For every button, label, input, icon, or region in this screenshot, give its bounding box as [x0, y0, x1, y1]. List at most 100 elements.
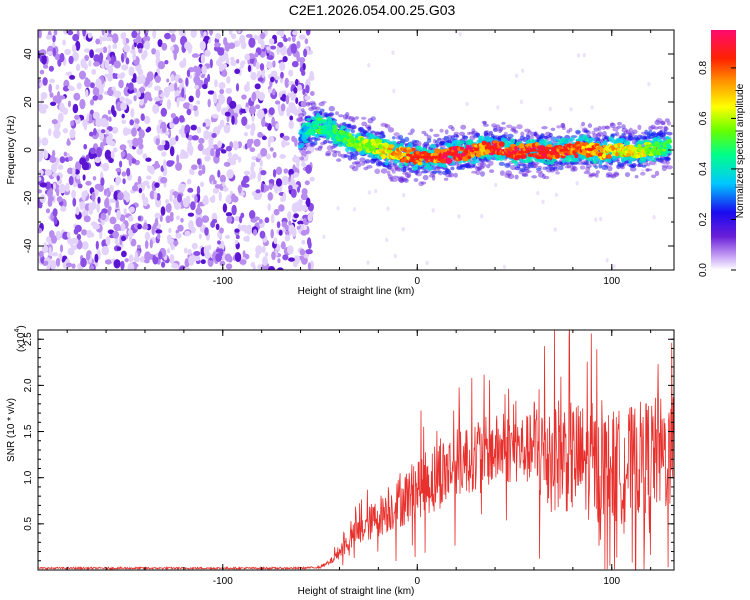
noise-speck [156, 193, 161, 201]
noise-speck [169, 160, 175, 165]
noise-speck [408, 130, 413, 135]
noise-speck [176, 215, 180, 221]
noise-speck [157, 39, 163, 48]
snr-background [38, 330, 674, 570]
ridge-cell [480, 162, 487, 168]
noise-speck [90, 99, 94, 106]
noise-speck [181, 88, 185, 98]
noise-speck [140, 113, 145, 121]
ridge-cell [513, 130, 519, 134]
noise-speck [196, 100, 201, 105]
noise-speck [184, 41, 192, 50]
noise-speck [243, 132, 249, 137]
ridge-cell [541, 126, 548, 130]
ridge-cell [307, 102, 312, 106]
noise-speck [129, 119, 134, 126]
noise-speck [253, 34, 258, 41]
noise-speck [255, 104, 261, 110]
ridge-cell [527, 163, 534, 169]
ridge-cell [564, 162, 570, 166]
noise-speck [100, 177, 105, 187]
ridge-cell [486, 164, 491, 169]
ridge-cell [328, 112, 335, 116]
noise-speck [231, 115, 235, 125]
noise-speck [273, 237, 278, 245]
noise-speck [56, 189, 60, 197]
noise-speck [521, 68, 525, 73]
ridge-cell [314, 125, 319, 130]
ridge-cell [541, 160, 546, 164]
noise-speck [183, 267, 191, 270]
noise-speck [52, 208, 58, 217]
noise-speck [121, 171, 127, 177]
noise-speck [214, 42, 221, 48]
noise-speck [92, 86, 100, 96]
ridge-cell [480, 171, 485, 177]
ridge-cell [384, 160, 389, 166]
ridge-cell [604, 125, 610, 129]
ridge-cell [443, 136, 450, 141]
noise-speck [100, 129, 106, 134]
noise-speck [306, 145, 310, 152]
noise-speck [119, 160, 123, 168]
ridge-cell [391, 178, 398, 182]
noise-speck [43, 260, 49, 266]
noise-speck [49, 78, 56, 84]
ridge-cell [609, 122, 616, 128]
ridge-cell [321, 100, 327, 104]
noise-speck [127, 139, 132, 144]
ridge-cell [543, 139, 548, 144]
snr-multiplier-base: (x10 [16, 332, 27, 352]
noise-speck [187, 212, 195, 217]
noise-speck [128, 66, 135, 76]
noise-speck [103, 188, 108, 196]
snr-multiplier-exponent: 4 [14, 329, 21, 333]
ridge-cell [411, 147, 416, 151]
noise-speck [301, 149, 307, 158]
ridge-cell [514, 174, 519, 180]
noise-speck [75, 63, 81, 71]
noise-speck [129, 233, 133, 243]
y-tick-label: 0.5 [23, 516, 34, 530]
noise-speck [136, 42, 144, 50]
noise-speck [92, 95, 99, 101]
ridge-cell [477, 166, 483, 172]
noise-speck [154, 182, 160, 188]
ridge-cell [393, 143, 400, 149]
ridge-cell [336, 158, 342, 162]
ridge-cell [666, 138, 673, 144]
ridge-cell [526, 158, 533, 163]
ridge-cell [498, 161, 505, 166]
noise-speck [110, 150, 115, 159]
noise-speck [402, 193, 406, 198]
noise-speck [293, 213, 299, 219]
noise-speck [97, 93, 103, 101]
noise-speck [182, 197, 187, 207]
noise-speck [69, 75, 76, 80]
noise-speck [45, 208, 51, 214]
noise-speck [67, 167, 74, 175]
noise-speck [269, 147, 274, 152]
ridge-cell [615, 151, 620, 157]
noise-speck [169, 254, 175, 264]
ridge-cell [345, 112, 350, 117]
ridge-cell [588, 137, 595, 142]
noise-speck [202, 197, 209, 206]
noise-speck [67, 85, 74, 90]
ridge-cell [612, 126, 619, 132]
ridge-cell [610, 122, 615, 127]
ridge-cell [593, 148, 599, 153]
noise-speck [75, 161, 82, 172]
noise-speck [72, 33, 80, 42]
noise-speck [119, 96, 125, 102]
ridge-cell [486, 155, 492, 161]
noise-speck [240, 60, 245, 69]
ridge-cell [531, 139, 537, 143]
noise-speck [123, 44, 131, 53]
noise-speck [305, 164, 312, 174]
ridge-cell [362, 130, 368, 134]
ridge-cell [648, 125, 654, 131]
noise-speck [366, 260, 370, 265]
ridge-cell [469, 135, 476, 141]
ridge-cell [556, 125, 562, 129]
